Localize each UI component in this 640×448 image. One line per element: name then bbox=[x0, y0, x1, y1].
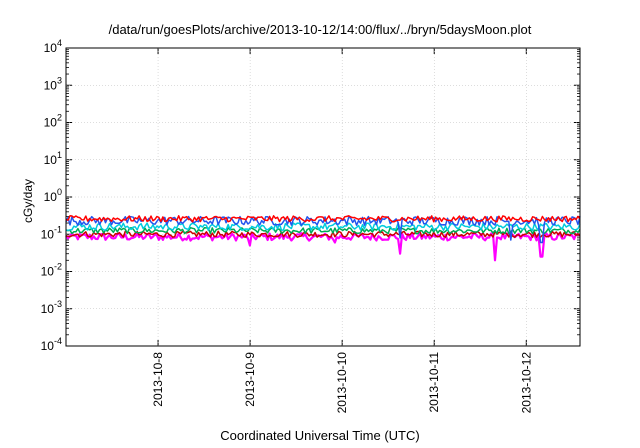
x-tick-label: 2013-10-8 bbox=[151, 352, 165, 407]
y-tick-label: 104 bbox=[44, 38, 62, 55]
series-line bbox=[65, 226, 581, 235]
y-tick-label: 100 bbox=[44, 187, 62, 204]
y-tick-label: 10-4 bbox=[41, 336, 62, 353]
y-tick-label: 102 bbox=[44, 113, 62, 130]
y-tick-label: 10-1 bbox=[41, 224, 62, 241]
chart-title: /data/run/goesPlots/archive/2013-10-12/1… bbox=[108, 22, 532, 37]
x-tick-label: 2013-10-10 bbox=[335, 352, 349, 414]
y-tick-label: 10-3 bbox=[41, 299, 62, 316]
x-axis-label: Coordinated Universal Time (UTC) bbox=[220, 428, 420, 443]
plot-frame bbox=[65, 47, 581, 347]
x-tick-label: 2013-10-12 bbox=[519, 352, 533, 414]
series-line bbox=[65, 215, 581, 244]
plot-border bbox=[65, 47, 581, 347]
series-line bbox=[65, 215, 581, 223]
series-line bbox=[65, 232, 581, 262]
x-tick-label: 2013-10-9 bbox=[243, 352, 257, 407]
x-tick-label: 2013-10-11 bbox=[427, 352, 441, 413]
series-line bbox=[65, 222, 581, 232]
y-tick-label: 103 bbox=[44, 75, 62, 92]
y-axis-label: cGy/day bbox=[21, 178, 35, 224]
series-line bbox=[65, 230, 581, 238]
y-tick-label: 101 bbox=[44, 150, 62, 167]
y-tick-label: 10-2 bbox=[41, 262, 62, 279]
